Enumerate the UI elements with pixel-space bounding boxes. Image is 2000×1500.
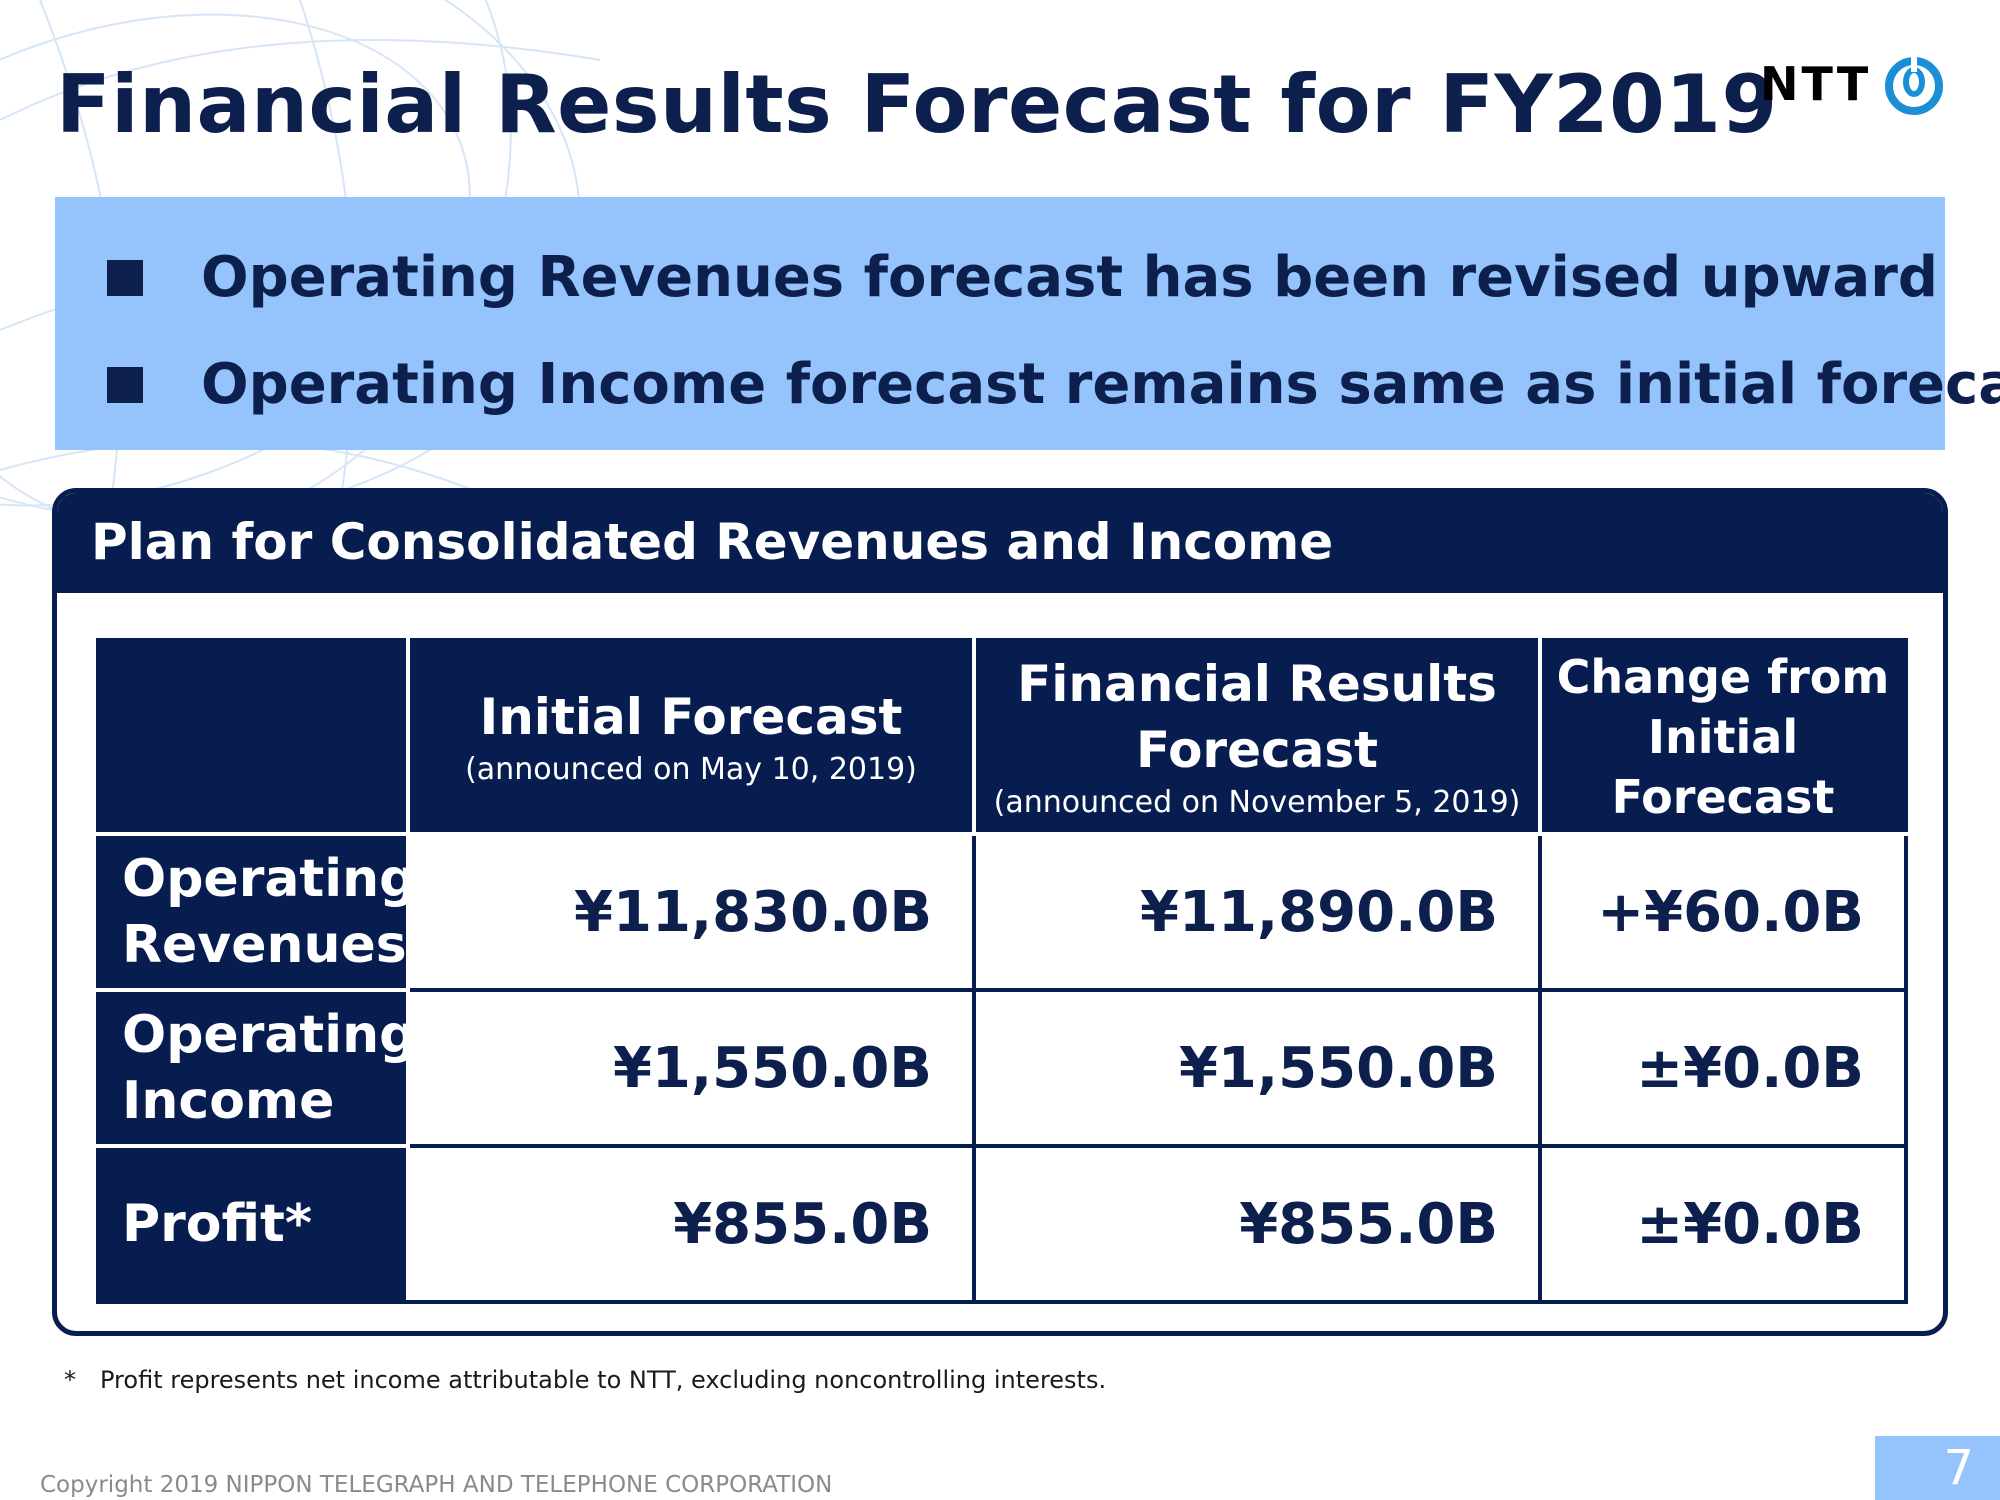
page-title: Financial Results Forecast for FY2019 xyxy=(56,58,1778,151)
results-forecast-value: ¥11,890.0B xyxy=(972,832,1542,992)
table-row: Profit* ¥855.0B ¥855.0B ±¥0.0B xyxy=(96,1144,1908,1304)
column-title: Initial Forecast xyxy=(479,688,903,746)
change-value: ±¥0.0B xyxy=(1538,988,1908,1148)
column-header-results: Financial Results Forecast (announced on… xyxy=(972,638,1542,836)
bullet-item: Operating Income forecast remains same a… xyxy=(107,352,2000,417)
row-label-line: Operating xyxy=(122,1005,417,1065)
footnote-text: Profit represents net income attributabl… xyxy=(100,1366,1107,1394)
panel-title: Plan for Consolidated Revenues and Incom… xyxy=(91,513,1334,571)
row-label: Operating Income xyxy=(96,988,417,1148)
bullet-item: Operating Revenues forecast has been rev… xyxy=(107,245,1938,310)
column-title: Initial Forecast xyxy=(1611,710,1835,824)
column-header-initial: Initial Forecast (announced on May 10, 2… xyxy=(406,638,976,836)
ntt-swirl-logo-icon xyxy=(1885,56,1943,115)
initial-forecast-value: ¥855.0B xyxy=(406,1144,976,1304)
column-subtitle: (announced on May 10, 2019) xyxy=(465,752,917,787)
column-title: Forecast xyxy=(1135,721,1379,779)
panel-header: Plan for Consolidated Revenues and Incom… xyxy=(57,493,1943,593)
bullet-text: Operating Revenues forecast has been rev… xyxy=(201,245,1938,310)
page-number: 7 xyxy=(1875,1436,2000,1500)
row-label-line: Operating xyxy=(122,849,417,909)
summary-bullets: Operating Revenues forecast has been rev… xyxy=(55,197,2000,450)
table-row: Operating Revenues ¥11,830.0B ¥11,890.0B… xyxy=(96,832,1908,992)
row-label-line: Revenues xyxy=(122,915,407,975)
initial-forecast-value: ¥11,830.0B xyxy=(406,832,976,992)
row-label-line: Income xyxy=(122,1071,335,1131)
logo-text: NTT xyxy=(1760,57,1872,111)
column-header-change: Change from Initial Forecast xyxy=(1538,638,1908,836)
corner-header-cell xyxy=(96,638,410,836)
row-label-line: Profit* xyxy=(122,1194,313,1254)
copyright: Copyright 2019 NIPPON TELEGRAPH AND TELE… xyxy=(40,1472,833,1498)
column-title: Change from xyxy=(1556,650,1890,704)
footnote: * Profit represents net income attributab… xyxy=(64,1366,1106,1394)
square-bullet-icon xyxy=(107,259,143,296)
square-bullet-icon xyxy=(107,366,143,403)
forecast-table: Initial Forecast (announced on May 10, 2… xyxy=(96,638,1908,1304)
row-label: Profit* xyxy=(96,1144,410,1304)
row-label: Operating Revenues xyxy=(96,832,417,992)
change-value: +¥60.0B xyxy=(1538,832,1908,992)
column-subtitle: (announced on November 5, 2019) xyxy=(993,785,1521,820)
table-header-row: Initial Forecast (announced on May 10, 2… xyxy=(96,638,1908,836)
bullet-text: Operating Income forecast remains same a… xyxy=(201,352,2000,417)
initial-forecast-value: ¥1,550.0B xyxy=(406,988,976,1148)
ntt-logo: NTT xyxy=(1760,52,1950,116)
change-value: ±¥0.0B xyxy=(1538,1144,1908,1304)
column-title: Financial Results xyxy=(1017,655,1497,713)
results-forecast-value: ¥855.0B xyxy=(972,1144,1542,1304)
results-forecast-value: ¥1,550.0B xyxy=(972,988,1542,1148)
table-row: Operating Income ¥1,550.0B ¥1,550.0B ±¥0… xyxy=(96,988,1908,1148)
footnote-marker: * xyxy=(64,1366,76,1394)
